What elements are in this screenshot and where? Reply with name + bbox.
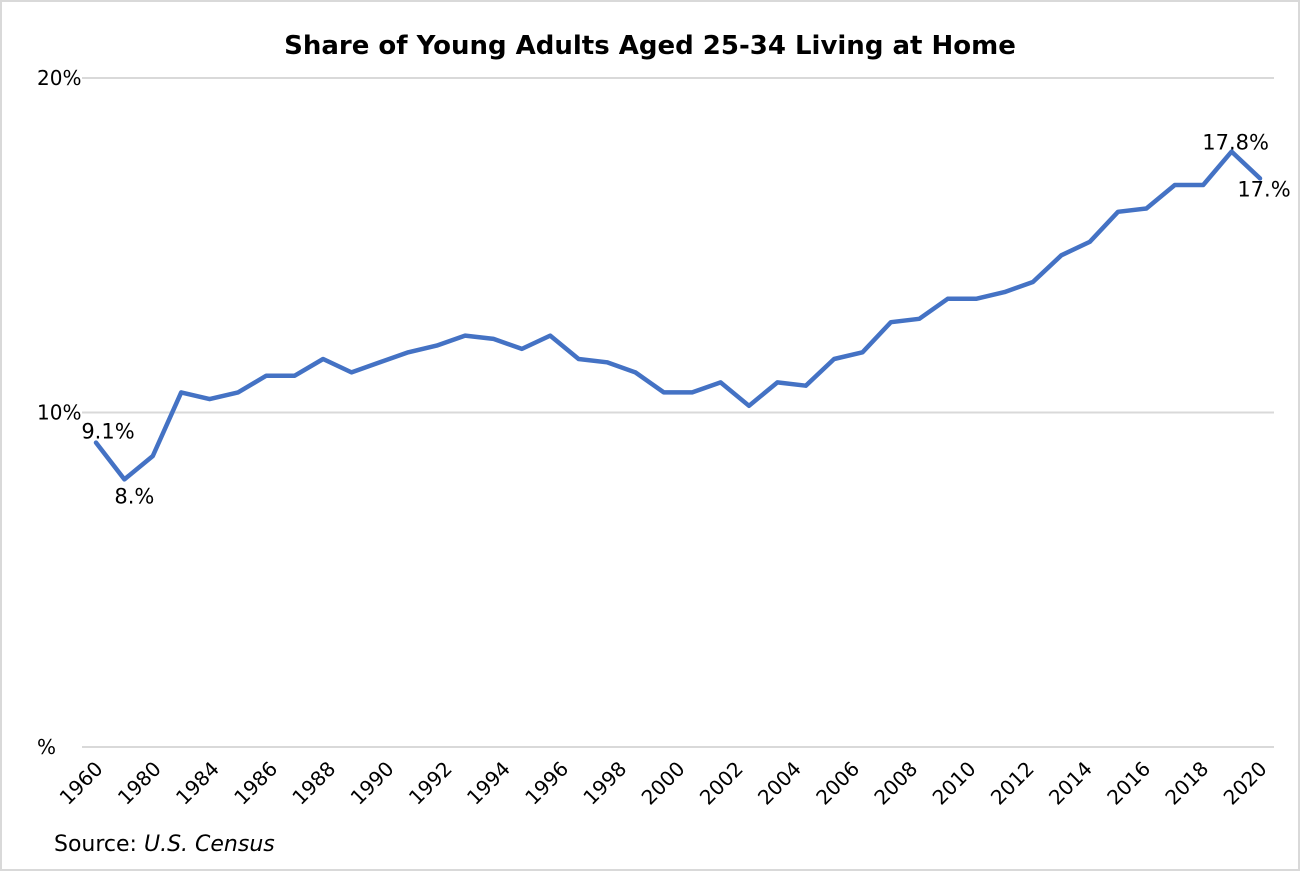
data-point xyxy=(463,333,468,338)
data-point xyxy=(548,333,553,338)
x-tick-label: 1992 xyxy=(404,757,457,810)
data-point xyxy=(661,390,666,395)
chart-title: Share of Young Adults Aged 25-34 Living … xyxy=(284,31,1016,61)
data-point xyxy=(377,360,382,365)
data-label: 9.1% xyxy=(81,420,134,444)
data-point xyxy=(179,390,184,395)
x-tick-label: 2012 xyxy=(986,757,1039,810)
data-point xyxy=(803,383,808,388)
data-point xyxy=(434,343,439,348)
data-point xyxy=(775,380,780,385)
data-point xyxy=(349,370,354,375)
data-point xyxy=(1172,183,1177,188)
data-point xyxy=(1144,206,1149,211)
data-point xyxy=(406,350,411,355)
data-point xyxy=(1002,290,1007,295)
data-point xyxy=(519,346,524,351)
data-point xyxy=(264,373,269,378)
source-prefix: Source: xyxy=(54,832,144,857)
y-tick-label: % xyxy=(37,735,56,759)
data-point xyxy=(491,336,496,341)
x-tick-label: 2008 xyxy=(869,757,922,810)
x-tick-label: 2016 xyxy=(1102,757,1155,810)
data-point xyxy=(633,370,638,375)
x-axis-labels: 1960 1980 1984 1986 1988 1990 1992 1994 1996 1998… xyxy=(55,757,1272,810)
data-point xyxy=(690,390,695,395)
x-tick-label: 1990 xyxy=(346,757,399,810)
data-label: 17.8% xyxy=(1202,131,1269,155)
data-point xyxy=(974,296,979,301)
data-labels: 9.1% 8.% 17.8% 17.% xyxy=(81,131,1290,509)
x-tick-label: 1980 xyxy=(113,757,166,810)
data-label: 8.% xyxy=(114,484,154,508)
y-axis-labels: % 10% 20% xyxy=(37,66,81,759)
data-point xyxy=(718,380,723,385)
data-point xyxy=(917,316,922,321)
data-point xyxy=(150,453,155,458)
x-tick-label: 2020 xyxy=(1219,757,1272,810)
data-point xyxy=(235,390,240,395)
data-point xyxy=(1059,253,1064,258)
y-tick-label: 10% xyxy=(37,401,81,425)
data-point xyxy=(605,360,610,365)
x-tick-label: 1994 xyxy=(462,757,515,810)
series-layer xyxy=(93,149,1263,482)
y-tick-label: 20% xyxy=(37,66,81,90)
data-point xyxy=(945,296,950,301)
data-point xyxy=(1201,183,1206,188)
data-point xyxy=(1030,280,1035,285)
x-tick-label: 2014 xyxy=(1044,757,1097,810)
x-tick-label: 2010 xyxy=(928,757,981,810)
source-note: Source: U.S. Census xyxy=(54,832,275,857)
data-point xyxy=(746,403,751,408)
x-tick-label: 1960 xyxy=(55,757,108,810)
data-point xyxy=(207,397,212,402)
data-point xyxy=(576,356,581,361)
data-point xyxy=(860,350,865,355)
data-label: 17.% xyxy=(1237,177,1290,201)
gridlines xyxy=(82,77,1274,748)
data-point xyxy=(888,320,893,325)
x-tick-label: 1984 xyxy=(171,757,224,810)
series-line xyxy=(93,149,1263,482)
x-tick-label: 1996 xyxy=(520,757,573,810)
data-point xyxy=(1087,239,1092,244)
x-tick-label: 2002 xyxy=(695,757,748,810)
data-point xyxy=(292,373,297,378)
data-point xyxy=(122,477,127,482)
x-tick-label: 2000 xyxy=(637,757,690,810)
source-name: U.S. Census xyxy=(143,832,275,857)
data-point xyxy=(832,356,837,361)
x-tick-label: 1998 xyxy=(578,757,631,810)
x-tick-label: 1988 xyxy=(287,757,340,810)
data-point xyxy=(321,356,326,361)
x-tick-label: 2004 xyxy=(753,757,806,810)
data-point xyxy=(1116,209,1121,214)
x-tick-label: 2018 xyxy=(1160,757,1213,810)
x-tick-label: 1986 xyxy=(229,757,282,810)
x-tick-label: 2006 xyxy=(811,757,864,810)
